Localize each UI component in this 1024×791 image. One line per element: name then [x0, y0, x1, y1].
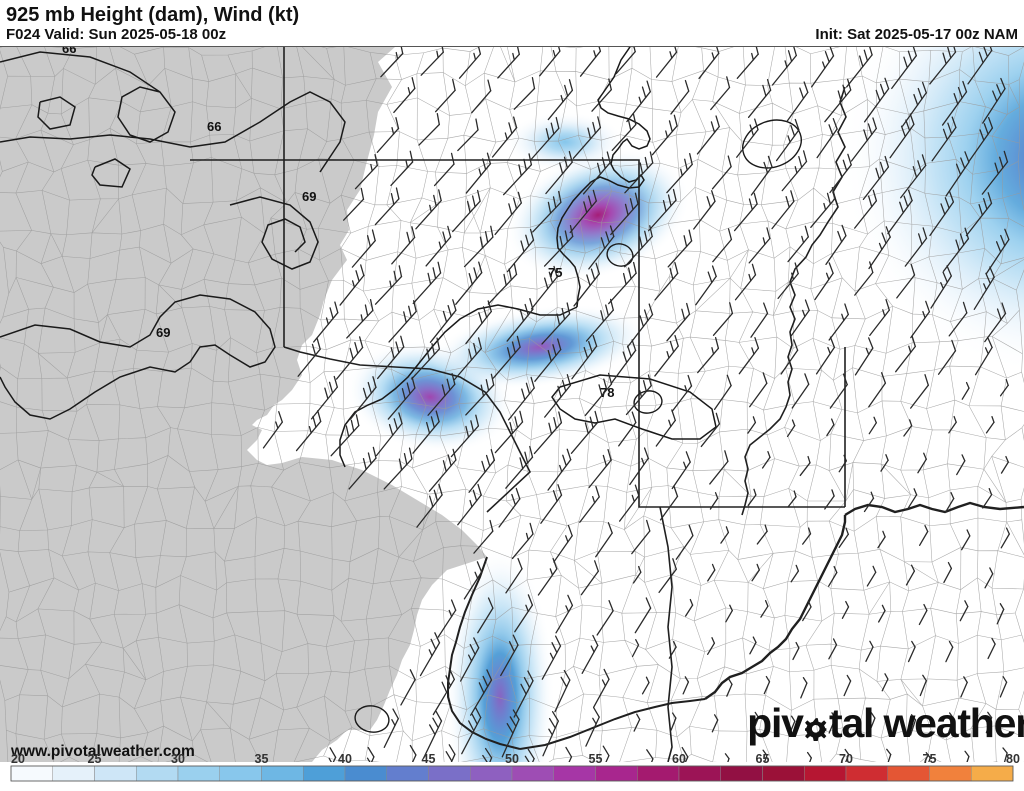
svg-text:80: 80 — [1006, 752, 1020, 766]
svg-text:45: 45 — [422, 752, 436, 766]
svg-text:55: 55 — [589, 752, 603, 766]
svg-text:40: 40 — [338, 752, 352, 766]
svg-text:50: 50 — [505, 752, 519, 766]
svg-text:35: 35 — [255, 752, 269, 766]
svg-text:25: 25 — [88, 752, 102, 766]
svg-text:69: 69 — [302, 189, 316, 204]
svg-text:69: 69 — [156, 325, 170, 340]
svg-text:66: 66 — [62, 47, 76, 56]
svg-text:65: 65 — [756, 752, 770, 766]
svg-text:60: 60 — [672, 752, 686, 766]
svg-text:70: 70 — [839, 752, 853, 766]
svg-text:75: 75 — [923, 752, 937, 766]
svg-text:20: 20 — [11, 752, 25, 766]
svg-text:30: 30 — [171, 752, 185, 766]
svg-text:78: 78 — [600, 385, 614, 400]
svg-text:66: 66 — [207, 119, 221, 134]
